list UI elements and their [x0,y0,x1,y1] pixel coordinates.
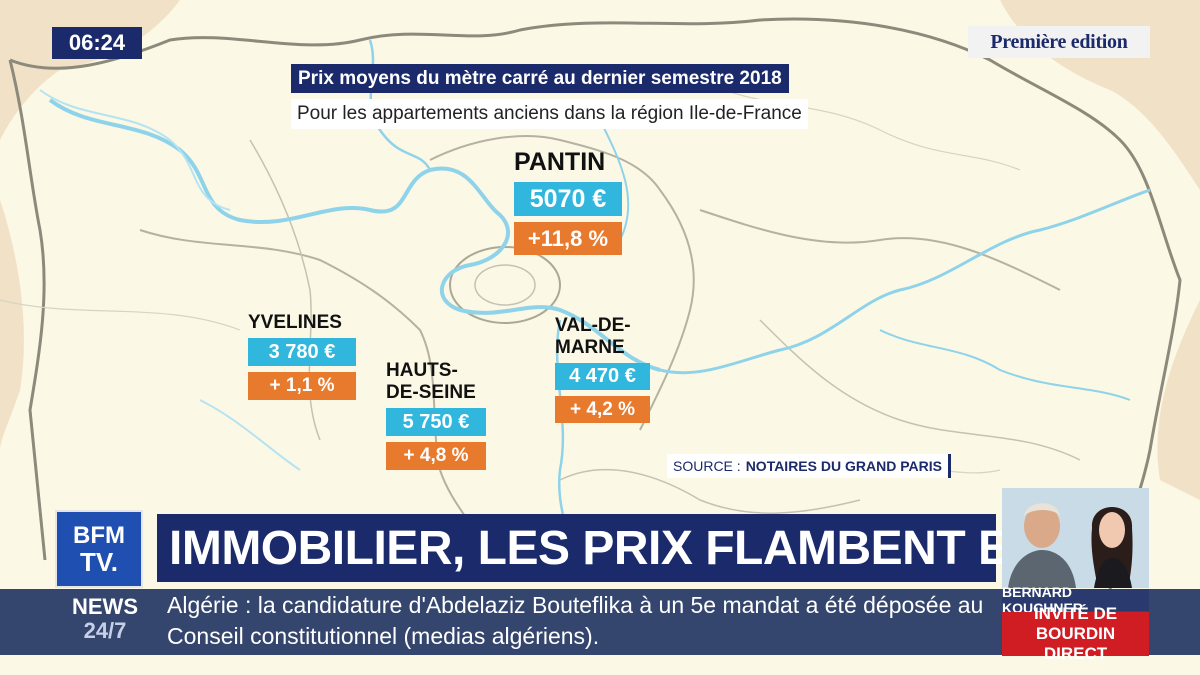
bfmtv-logo: BFM TV. [55,510,143,588]
banner-title: IMMOBILIER, LES PRIX FLAMBENT EN IDF [169,521,1133,575]
news-24-7-label: NEWS 24/7 [64,595,146,643]
source-credit: SOURCE : NOTAIRES DU GRAND PARIS [667,454,951,478]
guest-role-line-1: INVITÉ DE [1033,604,1118,623]
region-name: YVELINES [248,312,342,333]
headline-banner: IMMOBILIER, LES PRIX FLAMBENT EN IDF [157,514,1133,582]
news-label-line-1: NEWS [72,594,138,619]
source-label: SOURCE : [673,458,741,474]
clock-display: 06:24 [52,27,142,59]
region-price: 3 780 € [248,338,356,366]
news-ticker-bar [0,589,1200,655]
region-change: +11,8 % [514,222,622,255]
region-price: 5070 € [514,182,622,216]
region-card-hauts-de-seine: HAUTS- DE-SEINE 5 750 € + 4,8 % [386,360,486,470]
guest-role-line-2: BOURDIN DIRECT [1035,624,1116,663]
region-price: 4 470 € [555,363,650,390]
logo-bottom-text: TV. [79,547,119,577]
guest-role: INVITÉ DE BOURDIN DIRECT [1002,604,1149,663]
region-name-line-2: MARNE [555,337,625,358]
region-card-yvelines: YVELINES 3 780 € + 1,1 % [248,312,356,400]
region-price: 5 750 € [386,408,486,436]
guest-video-window [1002,488,1149,588]
program-edition-badge: Première edition [968,26,1150,58]
ticker-text: Algérie : la candidature d'Abdelaziz Bou… [167,592,984,649]
region-card-val-de-marne: VAL-DE- MARNE 4 470 € + 4,2 % [555,315,650,423]
region-change: + 1,1 % [248,372,356,400]
graphic-subhead: Pour les appartements anciens dans la ré… [291,99,808,129]
region-change: + 4,2 % [555,396,650,423]
graphic-headline: Prix moyens du mètre carré au dernier se… [291,64,789,93]
region-name-line-1: HAUTS- [386,360,458,381]
region-name-line-2: DE-SEINE [386,382,476,403]
guest-portraits [1002,488,1149,588]
logo-top-text: BFM [73,522,125,549]
region-change: + 4,8 % [386,442,486,470]
region-name: PANTIN [514,148,606,176]
region-card-pantin: PANTIN 5070 € +11,8 % [514,146,622,255]
source-value: NOTAIRES DU GRAND PARIS [745,458,942,474]
news-label-line-2: 24/7 [83,618,127,643]
region-name-line-1: VAL-DE- [555,315,631,336]
